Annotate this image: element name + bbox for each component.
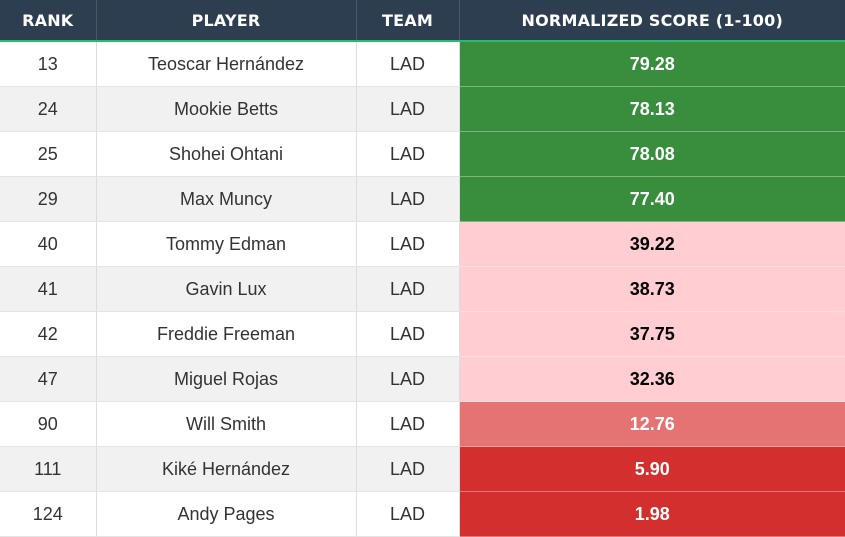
table-row: 25 Shohei Ohtani LAD 78.08 [0, 131, 845, 177]
team-cell: LAD [356, 356, 460, 402]
score-cell: 79.28 [459, 41, 845, 87]
table-row: 42 Freddie Freeman LAD 37.75 [0, 311, 845, 357]
player-name-cell: Tommy Edman [96, 221, 357, 267]
table-row: 111 Kiké Hernández LAD 5.90 [0, 446, 845, 492]
table-row: 40 Tommy Edman LAD 39.22 [0, 221, 845, 267]
score-cell: 32.36 [459, 356, 845, 402]
table-header: RANK PLAYER TEAM NORMALIZED SCORE (1-100… [0, 0, 845, 42]
score-cell: 12.76 [459, 401, 845, 447]
table-row: 13 Teoscar Hernández LAD 79.28 [0, 41, 845, 87]
player-name-cell: Kiké Hernández [96, 446, 357, 492]
rank-cell: 42 [0, 311, 97, 357]
score-cell: 38.73 [459, 266, 845, 312]
rank-cell: 124 [0, 491, 97, 537]
score-cell: 5.90 [459, 446, 845, 492]
player-name-cell: Gavin Lux [96, 266, 357, 312]
team-cell: LAD [356, 266, 460, 312]
column-header-score[interactable]: NORMALIZED SCORE (1-100) [459, 0, 845, 42]
player-name-cell: Mookie Betts [96, 86, 357, 132]
score-cell: 37.75 [459, 311, 845, 357]
player-name-cell: Teoscar Hernández [96, 41, 357, 87]
team-cell: LAD [356, 86, 460, 132]
table-row: 29 Max Muncy LAD 77.40 [0, 176, 845, 222]
team-cell: LAD [356, 311, 460, 357]
column-header-rank[interactable]: RANK [0, 0, 97, 42]
score-cell: 1.98 [459, 491, 845, 537]
team-cell: LAD [356, 221, 460, 267]
team-cell: LAD [356, 491, 460, 537]
player-name-cell: Miguel Rojas [96, 356, 357, 402]
table-row: 24 Mookie Betts LAD 78.13 [0, 86, 845, 132]
score-cell: 39.22 [459, 221, 845, 267]
rank-cell: 90 [0, 401, 97, 447]
rank-cell: 111 [0, 446, 97, 492]
score-cell: 78.08 [459, 131, 845, 177]
rank-cell: 47 [0, 356, 97, 402]
table-row: 47 Miguel Rojas LAD 32.36 [0, 356, 845, 402]
column-header-player[interactable]: PLAYER [96, 0, 357, 42]
team-cell: LAD [356, 41, 460, 87]
rank-cell: 29 [0, 176, 97, 222]
table-row: 90 Will Smith LAD 12.76 [0, 401, 845, 447]
rank-cell: 41 [0, 266, 97, 312]
rank-cell: 25 [0, 131, 97, 177]
player-name-cell: Freddie Freeman [96, 311, 357, 357]
column-header-team[interactable]: TEAM [356, 0, 460, 42]
team-cell: LAD [356, 176, 460, 222]
table-row: 41 Gavin Lux LAD 38.73 [0, 266, 845, 312]
player-name-cell: Max Muncy [96, 176, 357, 222]
table-body: 13 Teoscar Hernández LAD 79.28 24 Mookie Bett… [0, 41, 845, 537]
team-cell: LAD [356, 131, 460, 177]
header-row: RANK PLAYER TEAM NORMALIZED SCORE (1-100… [0, 0, 845, 42]
rank-cell: 13 [0, 41, 97, 87]
player-name-cell: Andy Pages [96, 491, 357, 537]
team-cell: LAD [356, 446, 460, 492]
table-row: 124 Andy Pages LAD 1.98 [0, 491, 845, 537]
team-cell: LAD [356, 401, 460, 447]
rank-cell: 40 [0, 221, 97, 267]
player-name-cell: Shohei Ohtani [96, 131, 357, 177]
player-name-cell: Will Smith [96, 401, 357, 447]
score-cell: 77.40 [459, 176, 845, 222]
score-cell: 78.13 [459, 86, 845, 132]
rank-cell: 24 [0, 86, 97, 132]
